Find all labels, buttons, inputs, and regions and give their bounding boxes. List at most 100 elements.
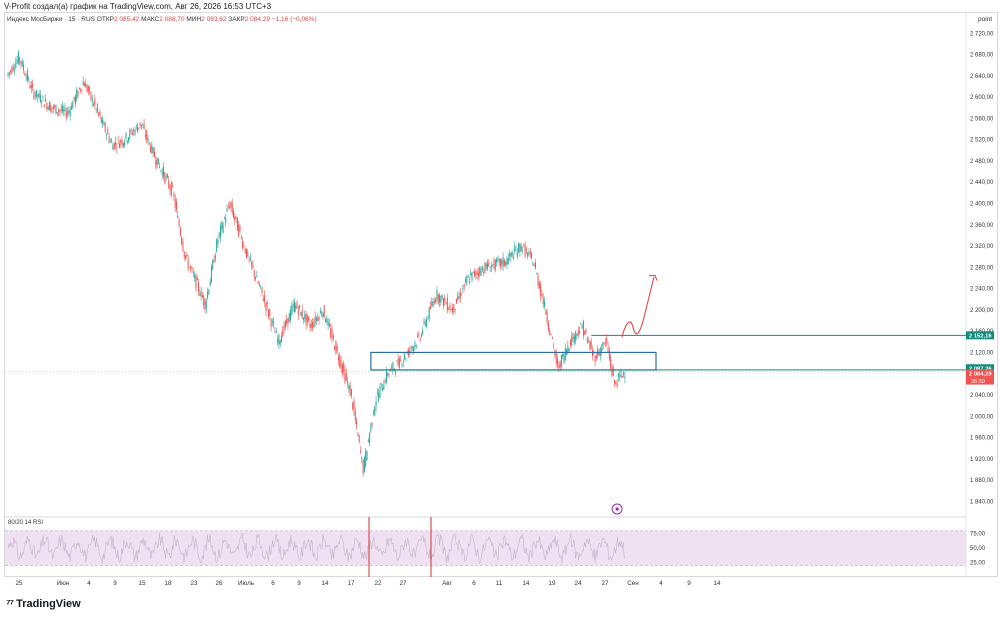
candle-body	[131, 133, 133, 135]
candle-body	[380, 383, 382, 385]
candle-body	[566, 349, 568, 355]
x-tick-label: 23	[190, 580, 198, 587]
candle-body	[472, 271, 474, 273]
candle-body	[182, 241, 184, 252]
price-scale-unit: point	[978, 16, 992, 23]
candle-body	[96, 104, 98, 112]
candle-body	[290, 309, 292, 320]
candle-body	[577, 330, 579, 336]
candle-body	[29, 84, 31, 89]
candle-body	[103, 123, 105, 126]
candle-body	[341, 364, 343, 374]
price-chart[interactable]: point 2 720,00 2 680,00 2 640,00 2 600,00 2 5…	[0, 0, 1000, 590]
y-tick-label: 2 240,00	[970, 287, 994, 293]
candle-body	[151, 144, 153, 153]
candle-body	[161, 171, 163, 176]
candle-body	[262, 298, 264, 302]
candle-body	[34, 95, 36, 97]
candle-body	[135, 125, 137, 127]
candle-body	[177, 215, 179, 218]
x-tick-label: 4	[87, 580, 91, 587]
candle-body	[102, 119, 104, 124]
x-tick-label: 27	[601, 580, 609, 587]
candle-body	[503, 259, 505, 265]
candle-body	[317, 317, 319, 321]
candle-body	[308, 317, 310, 321]
candle-body	[192, 272, 194, 274]
candle-body	[238, 223, 240, 237]
candle-body	[426, 319, 428, 327]
candle-body	[108, 136, 110, 143]
candle-body	[86, 85, 88, 92]
x-tick-label: 6	[271, 580, 275, 587]
candle-body	[589, 340, 591, 350]
tradingview-logo[interactable]: ⁷⁷ TradingView	[6, 598, 81, 610]
candle-body	[529, 251, 531, 254]
candle-body	[576, 333, 578, 336]
candle-body	[46, 102, 48, 110]
candle-body	[179, 227, 181, 236]
candle-body	[306, 314, 308, 323]
candle-body	[335, 340, 337, 354]
candle-body	[452, 307, 454, 313]
candle-body	[357, 433, 359, 436]
x-tick-label: 9	[297, 580, 301, 587]
candle-body	[41, 103, 43, 105]
candle-body	[52, 105, 54, 109]
candle-body	[80, 89, 82, 91]
candle-body	[113, 143, 115, 149]
candle-body	[300, 312, 302, 316]
candle-body	[43, 104, 45, 108]
candle-body	[15, 62, 17, 69]
candle-body	[360, 450, 362, 453]
open-value: 2 085,42	[113, 16, 140, 23]
candle-body	[17, 52, 19, 64]
candle-body	[429, 306, 431, 309]
x-tick-label: 24	[574, 580, 582, 587]
x-tick-label: Июль	[238, 580, 255, 587]
x-tick-label: Июн	[57, 580, 70, 587]
candle-body	[619, 375, 621, 377]
candle-body	[568, 348, 570, 351]
candle-body	[558, 365, 560, 368]
candle-body	[336, 346, 338, 352]
candle-body	[553, 345, 555, 347]
candle-body	[95, 108, 97, 110]
candle-body	[142, 126, 144, 128]
candle-body	[78, 87, 80, 89]
x-tick-label: 17	[347, 580, 355, 587]
candle-body	[440, 296, 442, 303]
candle-body	[493, 259, 495, 269]
candle-body	[214, 255, 216, 259]
candle-body	[471, 272, 473, 281]
candle-body	[271, 321, 273, 322]
candle-body	[354, 412, 356, 421]
candle-body	[239, 225, 241, 232]
candle-body	[207, 291, 209, 298]
rsi-line	[7, 532, 626, 565]
y-tick-label: 2 280,00	[970, 265, 994, 271]
candle-body	[615, 381, 617, 384]
candle-body	[483, 272, 485, 273]
candle-body	[7, 73, 9, 76]
candle-body	[256, 275, 258, 278]
candle-body	[129, 130, 131, 138]
candle-body	[82, 81, 84, 86]
candle-body	[610, 356, 612, 368]
candle-body	[26, 70, 28, 81]
candle-body	[419, 338, 421, 341]
candle-body	[20, 61, 22, 65]
candle-body	[388, 373, 390, 375]
y-tick-label: 2 720,00	[970, 31, 994, 37]
candle-body	[170, 182, 172, 196]
candle-body	[321, 314, 323, 316]
candle-body	[581, 325, 583, 329]
candle-body	[10, 70, 12, 72]
candle-body	[275, 331, 277, 334]
candle-body	[340, 359, 342, 369]
candle-body	[174, 198, 176, 209]
candle-body	[348, 384, 350, 390]
rsi-tick-label: 25,00	[970, 561, 986, 567]
candle-body	[448, 309, 450, 310]
candle-body	[602, 342, 604, 350]
